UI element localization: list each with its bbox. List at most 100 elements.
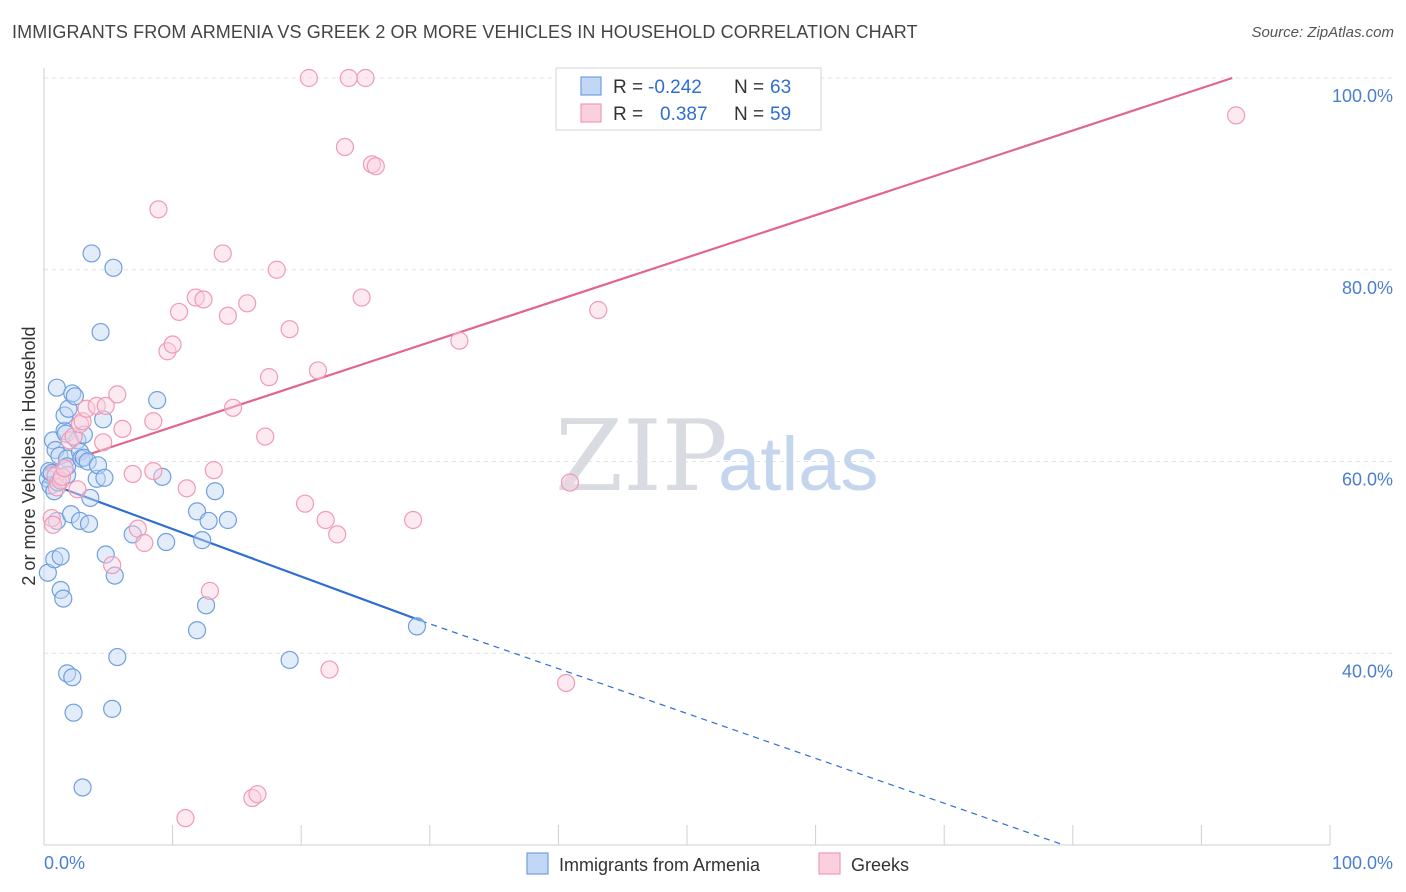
armenia-point xyxy=(63,668,82,687)
armenia-point xyxy=(95,468,114,487)
greeks-point xyxy=(450,331,469,350)
greeks-point xyxy=(339,68,358,88)
greeks-point xyxy=(68,480,87,499)
bottom-legend-swatch-armenia xyxy=(526,852,549,875)
greeks-point xyxy=(213,244,232,263)
greeks-point xyxy=(70,415,90,434)
legend-n-value-2: 59 xyxy=(770,104,791,125)
greeks-point xyxy=(299,68,319,88)
greeks-point xyxy=(163,335,182,354)
x-tick-label-min: 0.0% xyxy=(44,853,85,873)
greeks-point xyxy=(200,581,219,601)
armenia-point xyxy=(218,510,237,530)
y-tick-label: 100.0% xyxy=(1332,86,1393,106)
armenia-point xyxy=(64,703,83,722)
bottom-legend-swatch-greeks xyxy=(818,852,841,875)
armenia-point xyxy=(193,531,212,550)
greeks-point xyxy=(589,300,608,320)
gridlines xyxy=(44,77,1392,654)
greeks-point xyxy=(316,510,335,530)
legend-r-label-1: R = xyxy=(613,77,643,98)
greeks-point xyxy=(256,427,275,446)
armenia-point xyxy=(63,384,82,403)
greeks-point xyxy=(280,320,299,339)
greeks-point xyxy=(113,419,132,439)
armenia-point xyxy=(104,258,123,277)
greeks-point xyxy=(94,433,113,452)
greeks-point xyxy=(96,396,115,415)
armenia-point xyxy=(81,488,100,508)
y-axis-label: 2 or more Vehicles in Household xyxy=(19,326,39,585)
armenia-point xyxy=(54,589,73,608)
armenia-point xyxy=(51,547,70,566)
greeks-trend-line xyxy=(43,76,1233,471)
armenia-point xyxy=(407,617,427,636)
greeks-point xyxy=(108,385,127,404)
greeks-point xyxy=(328,525,347,544)
legend-r-value-2: 0.387 xyxy=(660,104,708,125)
armenia-point xyxy=(196,596,216,615)
greeks-point xyxy=(103,555,122,575)
greeks-point xyxy=(218,306,237,325)
y-tick-labels: 40.0% 60.0% 80.0% 100.0% xyxy=(1332,86,1393,681)
y-tick-label: 60.0% xyxy=(1342,470,1393,490)
armenia-point xyxy=(157,532,176,552)
armenia-point xyxy=(148,391,167,410)
trend-lines xyxy=(43,76,1233,846)
x-tick-label-max: 100.0% xyxy=(1332,853,1393,873)
greeks-point xyxy=(557,673,576,693)
armenia-point xyxy=(96,545,115,564)
armenia-point xyxy=(280,650,299,670)
greeks-point xyxy=(356,68,375,88)
greeks-point xyxy=(320,660,339,679)
greeks-point xyxy=(194,290,213,309)
legend-swatch-armenia xyxy=(580,76,602,96)
armenia-point xyxy=(187,621,207,640)
source-label: Source: ZipAtlas.com xyxy=(1251,24,1394,41)
y-tick-label: 80.0% xyxy=(1342,278,1393,298)
watermark: ZIP atlas xyxy=(555,400,879,514)
greeks-point xyxy=(43,515,63,534)
armenia-point xyxy=(105,566,124,585)
watermark-atlas: atlas xyxy=(718,422,879,507)
data-points xyxy=(38,68,1246,828)
bottom-legend-greeks: Greeks xyxy=(851,855,909,875)
greeks-point xyxy=(149,200,168,219)
greeks-point xyxy=(42,508,61,528)
legend-r-label-2: R = xyxy=(613,104,643,125)
greeks-point xyxy=(238,294,257,313)
greeks-point xyxy=(176,809,195,828)
series-legend: Immigrants from Armenia Greeks xyxy=(526,852,909,875)
greeks-point xyxy=(295,494,315,513)
greeks-point xyxy=(77,399,96,418)
chart-title: IMMIGRANTS FROM ARMENIA VS GREEK 2 OR MO… xyxy=(12,22,918,42)
armenia-point xyxy=(91,322,110,342)
greeks-point xyxy=(308,361,328,380)
armenia-point xyxy=(73,778,92,797)
greeks-point xyxy=(144,461,163,481)
armenia-point xyxy=(153,467,172,486)
greeks-point xyxy=(366,157,385,176)
armenia-point xyxy=(108,647,127,667)
armenia-point xyxy=(87,469,106,488)
armenia-point xyxy=(61,505,81,524)
armenia-trend-line xyxy=(43,480,422,622)
greeks-point xyxy=(267,260,286,279)
armenia-point xyxy=(205,482,225,501)
watermark-zip: ZIP xyxy=(555,400,728,514)
y-tick-label: 40.0% xyxy=(1342,661,1393,681)
armenia-point xyxy=(65,387,84,406)
greeks-point xyxy=(177,479,196,498)
greeks-point xyxy=(204,461,223,480)
legend-r-value-1: -0.242 xyxy=(648,77,702,98)
greeks-point xyxy=(135,533,154,553)
greeks-point xyxy=(560,473,580,492)
correlation-legend: R = -0.242 N = 63 R = 0.387 N = 59 xyxy=(555,67,822,131)
legend-swatch-greeks xyxy=(580,103,602,123)
greeks-point xyxy=(55,459,74,478)
armenia-point xyxy=(78,452,97,471)
greeks-point xyxy=(223,398,243,417)
greeks-point xyxy=(335,137,355,157)
legend-n-label-1: N = xyxy=(734,77,764,98)
